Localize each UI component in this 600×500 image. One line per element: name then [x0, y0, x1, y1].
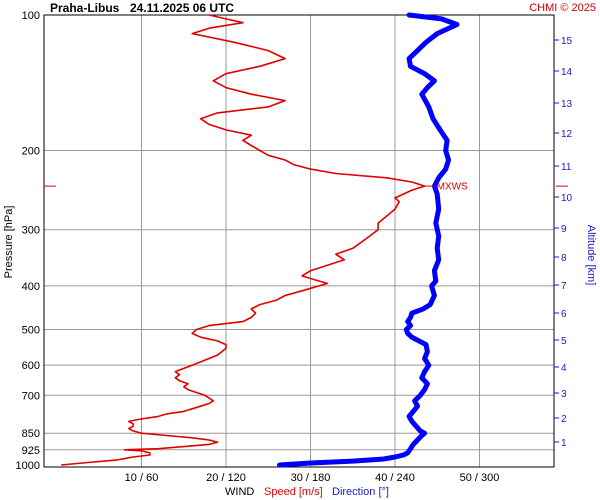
pressure-tick-label: 300	[22, 225, 40, 237]
legend-direction: Direction [°]	[332, 486, 389, 498]
altitude-tick-label: 12	[561, 129, 573, 140]
altitude-tick-label: 11	[561, 162, 572, 173]
altitude-tick-label: 2	[561, 414, 567, 425]
altitude-tick-label: 9	[561, 224, 567, 235]
x-tick-label: 30 / 180	[291, 472, 331, 484]
altitude-tick-label: 7	[561, 281, 567, 292]
speed-series-line	[61, 14, 426, 466]
pressure-tick-label: 925	[22, 445, 40, 457]
x-tick-label: 20 / 120	[206, 472, 246, 484]
pressure-tick-label: 500	[22, 325, 40, 337]
pressure-tick-label: 600	[22, 360, 40, 372]
pressure-tick-label: 850	[22, 428, 40, 440]
plot-frame	[43, 14, 555, 468]
pressure-tick-labels: 100 200 300 400 500 600 700 850 925 1000	[16, 10, 40, 472]
legend-speed: Speed [m/s]	[264, 486, 323, 498]
credit-text: CHMI © 2025	[529, 2, 596, 14]
altitude-tick-label: 10	[561, 193, 573, 204]
altitude-tick-label: 3	[561, 389, 567, 400]
direction-series-line	[277, 12, 460, 468]
x-tick-label: 40 / 240	[375, 472, 415, 484]
altitude-tick-label: 13	[561, 99, 573, 110]
pressure-tick-label: 700	[22, 390, 40, 402]
altitude-tick-label: 6	[561, 309, 567, 320]
pressure-tick-label: 100	[22, 10, 40, 22]
altitude-tick-label: 8	[561, 253, 567, 264]
legend-wind: WIND	[225, 486, 254, 498]
pressure-tick-label: 200	[22, 145, 40, 157]
series-layer	[61, 12, 460, 468]
x-tick-label: 10 / 60	[125, 472, 159, 484]
altitude-tick-label: 15	[561, 36, 573, 47]
altitude-axis-label: Altitude [km]	[585, 225, 597, 286]
x-tick-labels: 10 / 60 20 / 120 30 / 180 40 / 240 50 / 300	[125, 472, 500, 484]
station-title: Praha-Libus	[50, 1, 120, 15]
mxws-label: MXWS	[437, 182, 468, 193]
pressure-tick-label: 400	[22, 281, 40, 293]
altitude-tick-label: 4	[561, 363, 567, 374]
pressure-tick-label: 1000	[16, 460, 40, 472]
max-wind-marker: MXWS	[44, 182, 568, 193]
altitude-tick-label: 14	[561, 67, 573, 78]
pressure-axis-label: Pressure [hPa]	[3, 206, 15, 279]
altitude-tick-label: 5	[561, 336, 567, 347]
grid-lines	[44, 15, 554, 467]
altitude-tick-label: 1	[561, 438, 567, 449]
datetime-title: 24.11.2025 06 UTC	[130, 1, 234, 15]
x-tick-label: 50 / 300	[460, 472, 500, 484]
